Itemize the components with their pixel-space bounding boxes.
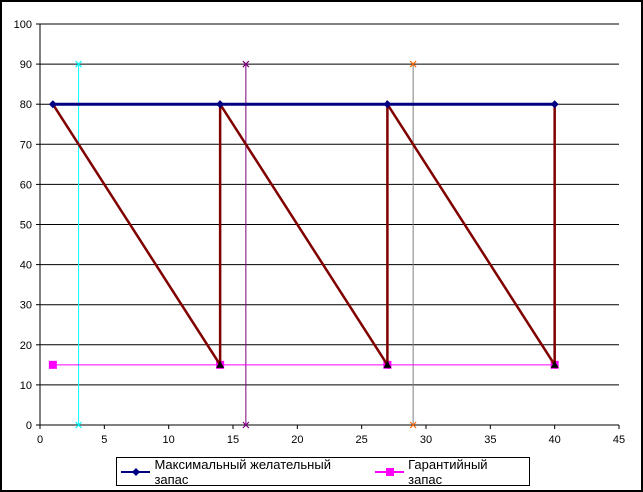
diamond-marker: [383, 100, 392, 109]
x-tick-label: 40: [549, 434, 561, 446]
x-tick-label: 20: [291, 434, 303, 446]
legend-swatch-guarantee: [374, 467, 405, 476]
y-tick-label: 80: [20, 99, 32, 111]
triangle-marker: [216, 360, 225, 368]
x-tick-label: 25: [356, 434, 368, 446]
x-marker: [409, 60, 417, 68]
x-tick-label: 30: [420, 434, 432, 446]
y-tick-label: 40: [20, 260, 32, 272]
y-tick-label: 20: [20, 340, 32, 352]
x-tick-label: 35: [484, 434, 496, 446]
x-tick-label: 5: [101, 434, 107, 446]
triangle-marker: [383, 360, 392, 368]
diamond-marker: [550, 100, 559, 109]
legend-swatch-max: [121, 467, 151, 476]
legend: Максимальный желательный запас Гарантийн…: [116, 456, 530, 487]
triangle-marker: [550, 360, 559, 368]
x-tick-label: 10: [163, 434, 175, 446]
y-tick-label: 0: [26, 420, 32, 432]
x-tick-label: 45: [613, 434, 625, 446]
y-tick-label: 70: [20, 139, 32, 151]
legend-item-max: Максимальный желательный запас: [121, 457, 365, 487]
y-tick-label: 90: [20, 59, 32, 71]
diamond-marker: [216, 100, 225, 109]
diamond-marker: [48, 100, 57, 109]
x-marker: [242, 60, 250, 68]
y-tick-label: 30: [20, 300, 32, 312]
x-tick-label: 0: [37, 434, 43, 446]
x-marker: [75, 421, 83, 429]
x-tick-label: 15: [227, 434, 239, 446]
legend-label-max: Максимальный желательный запас: [154, 456, 331, 487]
y-tick-label: 10: [20, 380, 32, 392]
legend-item-guarantee: Гарантийный запас: [374, 456, 523, 487]
y-tick-label: 60: [20, 179, 32, 191]
legend-label-guarantee: Гарантийный запас: [408, 456, 488, 487]
x-marker: [409, 421, 417, 429]
x-marker: [75, 60, 83, 68]
square-marker: [48, 360, 57, 369]
y-tick-label: 50: [20, 220, 32, 232]
x-marker: [242, 421, 250, 429]
y-tick-label: 100: [14, 19, 32, 31]
